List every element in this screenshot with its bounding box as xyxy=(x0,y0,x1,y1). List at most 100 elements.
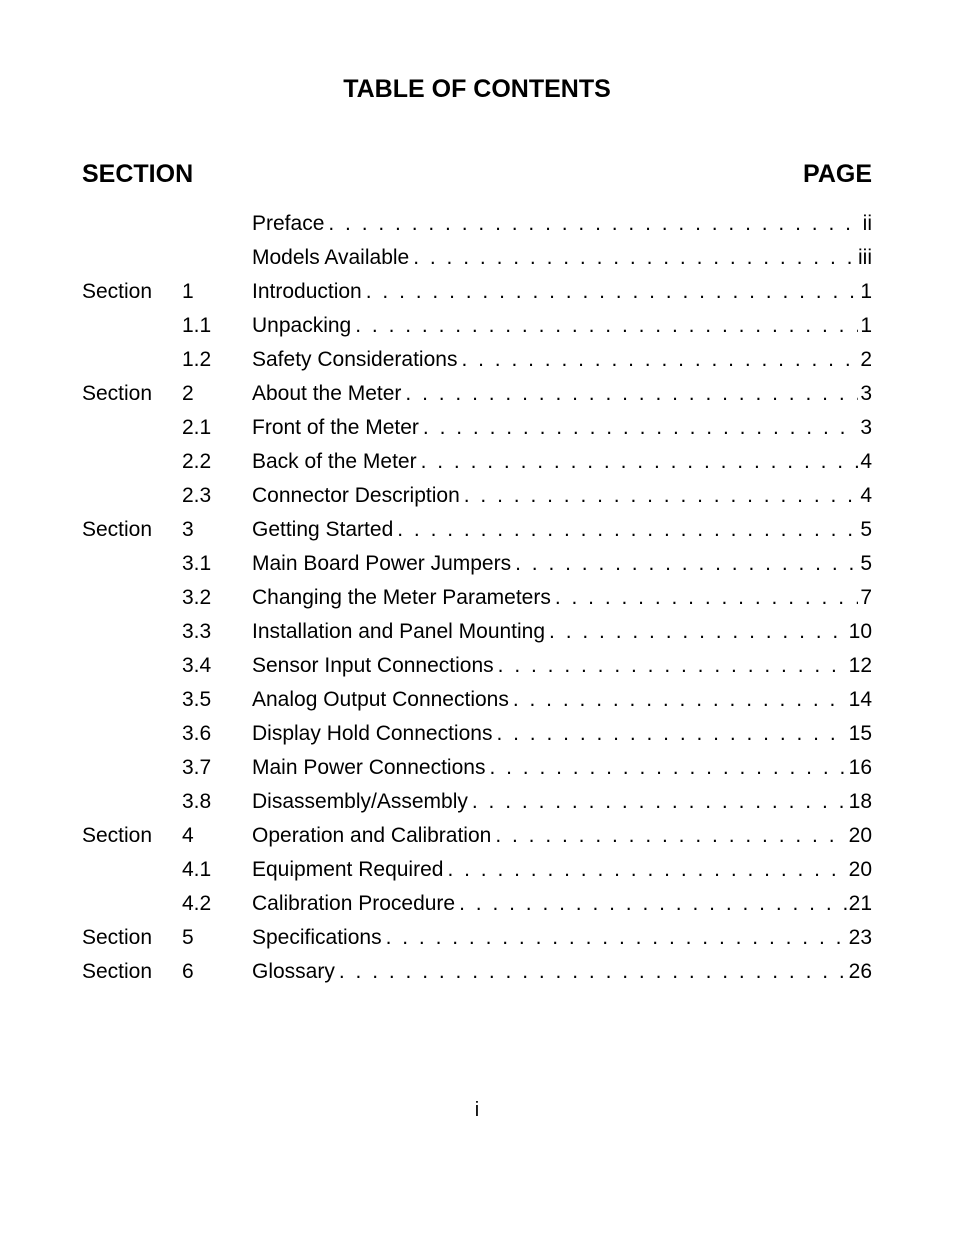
toc-entry-title: Display Hold Connections xyxy=(252,717,496,751)
toc-entry-line: Changing the Meter Parameters xyxy=(252,581,858,615)
toc-page-number: 23 xyxy=(847,921,872,955)
toc-entry-title: Preface xyxy=(252,207,328,241)
toc-entry-title: Introduction xyxy=(252,275,366,309)
toc-page-number: 4 xyxy=(858,445,872,479)
toc-section-number: 5 xyxy=(182,921,252,955)
toc-page-number: 3 xyxy=(858,411,872,445)
toc-section-label: Section xyxy=(82,955,182,989)
toc-entry-line: Front of the Meter xyxy=(252,411,858,445)
toc-section-number: 3.6 xyxy=(182,717,252,751)
toc-row: 4.1Equipment Required20 xyxy=(82,853,872,887)
toc-entry-line: Display Hold Connections xyxy=(252,717,847,751)
toc-row: 1.1Unpacking1 xyxy=(82,309,872,343)
toc-leader-dots xyxy=(498,649,847,683)
toc-page-number: 1 xyxy=(858,275,872,309)
toc-entry-title: Calibration Procedure xyxy=(252,887,459,921)
toc-row: 4.2Calibration Procedure 21 xyxy=(82,887,872,921)
toc-row: 3.1Main Board Power Jumpers5 xyxy=(82,547,872,581)
toc-row: 3.8Disassembly/Assembly 18 xyxy=(82,785,872,819)
toc-section-number: 1 xyxy=(182,275,252,309)
toc-leader-dots xyxy=(423,411,858,445)
toc-row: 3.5Analog Output Connections14 xyxy=(82,683,872,717)
toc-section-label: Section xyxy=(82,377,182,411)
toc-page-number: 2 xyxy=(858,343,872,377)
toc-entry-line: Main Board Power Jumpers xyxy=(252,547,858,581)
toc-page-number: 18 xyxy=(847,785,872,819)
toc-leader-dots xyxy=(461,343,858,377)
toc-entry-title: Unpacking xyxy=(252,309,355,343)
toc-row: 3.7Main Power Connections16 xyxy=(82,751,872,785)
toc-leader-dots xyxy=(328,207,860,241)
toc-row: 2.2Back of the Meter4 xyxy=(82,445,872,479)
toc-page-number: 16 xyxy=(847,751,872,785)
toc-leader-dots xyxy=(549,615,847,649)
toc-entry-title: Equipment Required xyxy=(252,853,447,887)
toc-row: Section5Specifications 23 xyxy=(82,921,872,955)
toc-section-number: 3.8 xyxy=(182,785,252,819)
toc-section-number: 3.1 xyxy=(182,547,252,581)
toc-entry-line: Installation and Panel Mounting xyxy=(252,615,847,649)
toc-page-number: 21 xyxy=(847,887,872,921)
toc-section-number: 2 xyxy=(182,377,252,411)
toc-row: 3.3Installation and Panel Mounting10 xyxy=(82,615,872,649)
toc-row: 3.6Display Hold Connections 15 xyxy=(82,717,872,751)
toc-leader-dots xyxy=(472,785,847,819)
toc-body: PrefaceiiModels AvailableiiiSection1Intr… xyxy=(82,207,872,989)
toc-section-label: Section xyxy=(82,513,182,547)
toc-page-number: 26 xyxy=(847,955,872,989)
toc-entry-line: About the Meter xyxy=(252,377,858,411)
toc-row: Section2About the Meter3 xyxy=(82,377,872,411)
toc-entry-line: Back of the Meter xyxy=(252,445,858,479)
toc-entry-line: Specifications xyxy=(252,921,847,955)
toc-entry-title: Disassembly/Assembly xyxy=(252,785,472,819)
toc-entry-line: Connector Description xyxy=(252,479,858,513)
toc-entry-line: Sensor Input Connections xyxy=(252,649,847,683)
toc-page-number: 20 xyxy=(847,853,872,887)
toc-section-number: 4.2 xyxy=(182,887,252,921)
toc-row: 2.3Connector Description4 xyxy=(82,479,872,513)
toc-leader-dots xyxy=(397,513,858,547)
toc-section-number: 3.5 xyxy=(182,683,252,717)
toc-entry-line: Getting Started xyxy=(252,513,858,547)
toc-header-row: SECTION PAGE xyxy=(82,160,872,189)
toc-entry-line: Safety Considerations xyxy=(252,343,858,377)
toc-leader-dots xyxy=(496,717,846,751)
toc-section-number: 3 xyxy=(182,513,252,547)
toc-section-number: 3.2 xyxy=(182,581,252,615)
toc-page-number: 15 xyxy=(847,717,872,751)
toc-section-number: 3.4 xyxy=(182,649,252,683)
toc-entry-line: Analog Output Connections xyxy=(252,683,847,717)
toc-leader-dots xyxy=(495,819,846,853)
toc-leader-dots xyxy=(405,377,858,411)
toc-section-number: 1.2 xyxy=(182,343,252,377)
toc-entry-title: About the Meter xyxy=(252,377,405,411)
toc-row: Prefaceii xyxy=(82,207,872,241)
toc-entry-title: Analog Output Connections xyxy=(252,683,513,717)
toc-entry-title: Specifications xyxy=(252,921,386,955)
toc-row: 2.1Front of the Meter 3 xyxy=(82,411,872,445)
toc-leader-dots xyxy=(421,445,859,479)
toc-row: Section4Operation and Calibration20 xyxy=(82,819,872,853)
toc-section-number: 4 xyxy=(182,819,252,853)
toc-section-number: 2.1 xyxy=(182,411,252,445)
toc-leader-dots xyxy=(464,479,859,513)
header-section-label: SECTION xyxy=(82,160,193,189)
toc-entry-title: Connector Description xyxy=(252,479,464,513)
header-page-label: PAGE xyxy=(803,160,872,189)
toc-section-number: 6 xyxy=(182,955,252,989)
toc-leader-dots xyxy=(513,683,847,717)
toc-entry-title: Back of the Meter xyxy=(252,445,421,479)
toc-entry-title: Operation and Calibration xyxy=(252,819,495,853)
toc-leader-dots xyxy=(555,581,858,615)
toc-entry-title: Main Power Connections xyxy=(252,751,489,785)
toc-entry-line: Introduction xyxy=(252,275,858,309)
toc-leader-dots xyxy=(515,547,858,581)
toc-section-number: 2.3 xyxy=(182,479,252,513)
toc-entry-title: Front of the Meter xyxy=(252,411,423,445)
toc-section-number: 3.3 xyxy=(182,615,252,649)
toc-row: Models Availableiii xyxy=(82,241,872,275)
toc-entry-line: Models Available xyxy=(252,241,856,275)
toc-page-number: 20 xyxy=(847,819,872,853)
toc-section-label: Section xyxy=(82,921,182,955)
toc-leader-dots xyxy=(459,887,847,921)
